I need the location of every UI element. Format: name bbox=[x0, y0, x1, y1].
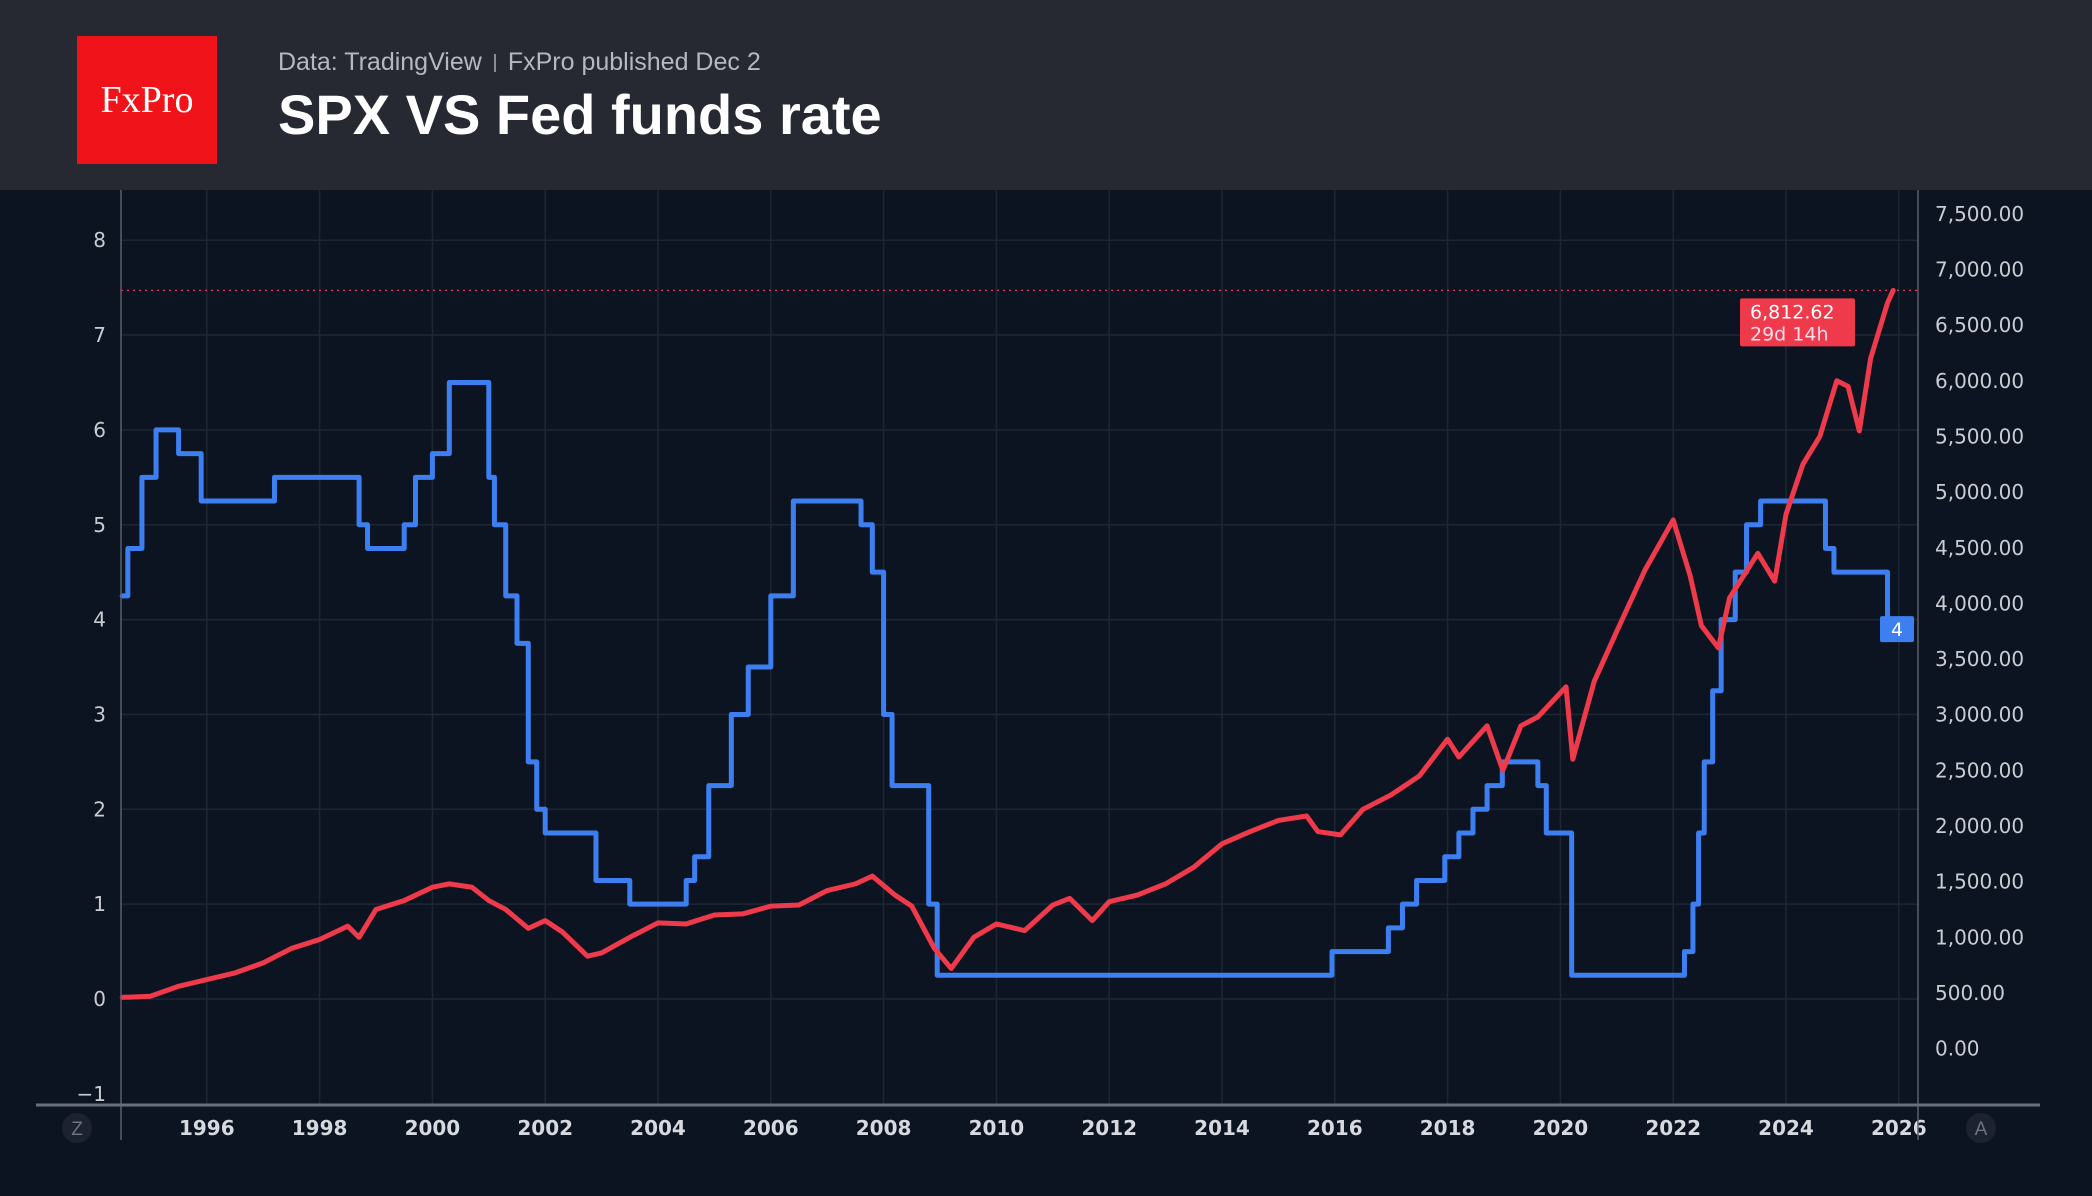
axes: 1996 1998 2000 2002 2004 2006 2008 2010 2012 2014… bbox=[36, 190, 2040, 1143]
left-tick-label: −1 bbox=[77, 1082, 106, 1106]
left-tick-label: 1 bbox=[93, 892, 106, 916]
x-tick-label: 1996 bbox=[179, 1116, 235, 1140]
right-tick-label: 500.00 bbox=[1935, 981, 2005, 1005]
right-tick-label: 2,000.00 bbox=[1935, 814, 2024, 838]
spx-line bbox=[119, 287, 1896, 1000]
x-tick-label: 2012 bbox=[1081, 1116, 1137, 1140]
fed-rate-label: 4 bbox=[1891, 619, 1903, 641]
price-label-value: 6,812.62 bbox=[1750, 301, 1835, 323]
x-tick-label: 2022 bbox=[1645, 1116, 1701, 1140]
x-tick-label: 2008 bbox=[856, 1116, 912, 1140]
left-tick-label: 5 bbox=[93, 513, 106, 537]
price-label-countdown: 29d 14h bbox=[1750, 323, 1829, 345]
right-tick-label: 7,500.00 bbox=[1935, 202, 2024, 226]
x-tick-label: 2004 bbox=[630, 1116, 686, 1140]
data-source: Data: TradingView bbox=[278, 48, 482, 76]
right-tick-label: 1,000.00 bbox=[1935, 925, 2024, 949]
left-tick-label: 7 bbox=[93, 323, 106, 347]
right-tick-label: 3,500.00 bbox=[1935, 647, 2024, 671]
left-tick-label: 4 bbox=[93, 608, 106, 632]
right-tick-label: 4,500.00 bbox=[1935, 536, 2024, 560]
series bbox=[119, 287, 1896, 1000]
x-tick-label: 2020 bbox=[1533, 1116, 1589, 1140]
left-axis-button-label: Z bbox=[71, 1119, 83, 1140]
right-tick-label: 7,000.00 bbox=[1935, 258, 2024, 282]
left-axis-button[interactable] bbox=[62, 1113, 92, 1143]
right-tick-label: 4,000.00 bbox=[1935, 591, 2024, 615]
grid bbox=[121, 190, 1918, 1105]
subtitle: Data: TradingView FxPro published Dec 2 bbox=[278, 48, 761, 77]
right-axis-button[interactable] bbox=[1966, 1113, 1996, 1143]
logo-text: FxPro bbox=[100, 79, 194, 121]
fed-rate-label-box bbox=[1880, 616, 1914, 643]
right-tick-label: 5,000.00 bbox=[1935, 480, 2024, 504]
right-tick-label: 3,000.00 bbox=[1935, 703, 2024, 727]
right-tick-label: 5,500.00 bbox=[1935, 424, 2024, 448]
left-tick-label: 0 bbox=[93, 987, 106, 1011]
plot-area bbox=[121, 190, 1918, 1105]
price-label-box bbox=[1740, 298, 1855, 347]
right-tick-label: 6,500.00 bbox=[1935, 313, 2024, 337]
left-tick-label: 3 bbox=[93, 702, 106, 726]
header: FxPro Data: TradingView FxPro published D… bbox=[0, 0, 2092, 190]
fxpro-logo: FxPro bbox=[77, 36, 217, 164]
right-tick-label: 2,500.00 bbox=[1935, 758, 2024, 782]
divider bbox=[493, 54, 496, 73]
x-tick-label: 2002 bbox=[517, 1116, 573, 1140]
x-tick-label: 1998 bbox=[292, 1116, 348, 1140]
right-axis-button-label: A bbox=[1975, 1119, 1988, 1140]
fed-funds-rate-line bbox=[119, 379, 1891, 978]
x-tick-label: 2006 bbox=[743, 1116, 799, 1140]
right-tick-label: 0.00 bbox=[1935, 1037, 1980, 1061]
chart-title: SPX VS Fed funds rate bbox=[278, 83, 882, 146]
x-tick-label: 2014 bbox=[1194, 1116, 1250, 1140]
x-tick-label: 2010 bbox=[969, 1116, 1025, 1140]
left-tick-label: 8 bbox=[93, 228, 106, 252]
left-tick-label: 6 bbox=[93, 418, 106, 442]
right-tick-label: 6,000.00 bbox=[1935, 369, 2024, 393]
x-tick-label: 2016 bbox=[1307, 1116, 1363, 1140]
x-tick-label: 2024 bbox=[1758, 1116, 1814, 1140]
published-date: FxPro published Dec 2 bbox=[507, 48, 761, 76]
left-tick-label: 2 bbox=[93, 797, 106, 821]
right-tick-label: 1,500.00 bbox=[1935, 870, 2024, 894]
x-tick-label: 2000 bbox=[405, 1116, 461, 1140]
x-tick-label: 2018 bbox=[1420, 1116, 1476, 1140]
